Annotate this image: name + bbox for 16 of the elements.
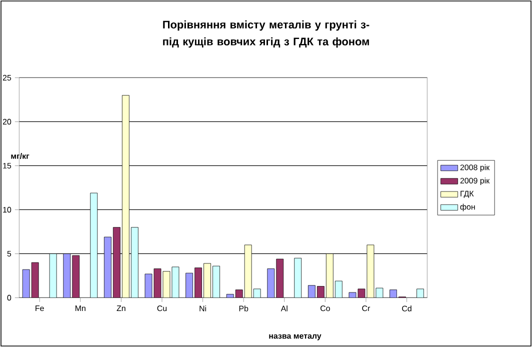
bar	[104, 236, 112, 298]
bar	[267, 268, 275, 298]
bar	[326, 254, 334, 298]
bar	[212, 266, 220, 298]
bar	[90, 192, 98, 298]
bar	[416, 288, 424, 298]
chart-title: Порівняння вмісту металів у грунті з-під кущів вовчих ягід з ГДК та фоном	[163, 20, 370, 48]
bar	[308, 285, 316, 298]
bar	[294, 258, 302, 298]
bar	[122, 95, 130, 298]
bar	[22, 269, 30, 298]
bar	[130, 227, 138, 298]
bar	[63, 254, 71, 298]
bar	[204, 263, 211, 298]
bar	[244, 244, 252, 298]
bar	[186, 272, 193, 298]
